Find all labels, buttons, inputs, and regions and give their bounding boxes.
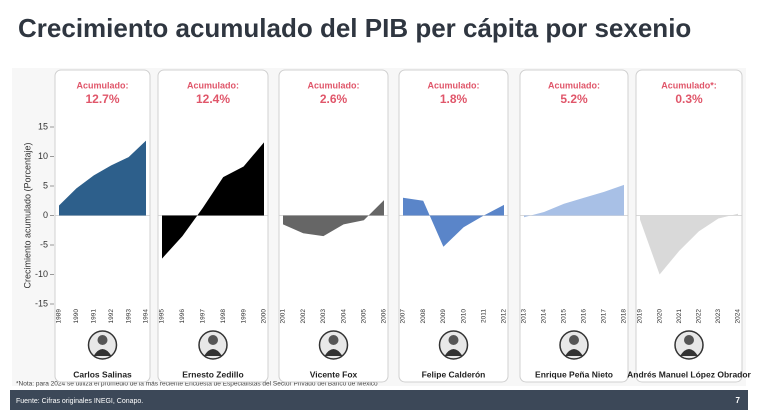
panel-subtitle: 12.4% <box>196 92 230 106</box>
portrait-body <box>565 349 583 356</box>
x-tick-label: 2007 <box>400 309 407 324</box>
panel-subtitle: 5.2% <box>560 92 588 106</box>
x-tick-label: 1990 <box>73 309 80 324</box>
portrait-body <box>680 349 698 356</box>
page-title: Crecimiento acumulado del PIB per cápita… <box>18 13 691 43</box>
panel-title: Acumulado: <box>307 80 359 90</box>
x-tick-label: 1995 <box>159 309 166 324</box>
portrait-body <box>324 349 343 356</box>
portrait-head <box>328 335 339 345</box>
panel-title: Acumulado*: <box>661 80 717 90</box>
x-tick-label: 1993 <box>125 309 132 324</box>
panel-title: Acumulado: <box>76 80 128 90</box>
x-tick-label: 2006 <box>381 309 388 324</box>
y-tick-label: -15 <box>35 298 48 308</box>
y-tick-label: 5 <box>43 180 48 190</box>
x-tick-label: 1997 <box>200 309 207 324</box>
portrait-body <box>444 349 463 356</box>
x-tick-label: 2017 <box>601 309 608 324</box>
y-tick-label: -5 <box>40 239 48 249</box>
area <box>59 140 146 216</box>
panel-subtitle: 0.3% <box>675 92 703 106</box>
x-tick-label: 2004 <box>340 309 347 324</box>
area <box>283 200 384 237</box>
x-tick-label: 2024 <box>735 309 742 324</box>
y-tick-label: 15 <box>38 121 48 131</box>
portrait-head <box>97 335 108 345</box>
panel <box>157 69 269 383</box>
x-tick-label: 2003 <box>320 309 327 324</box>
panel-title: Acumulado: <box>427 80 479 90</box>
x-tick-label: 2014 <box>541 309 548 324</box>
panel <box>54 69 151 383</box>
x-tick-label: 1998 <box>220 309 227 324</box>
note: *Nota: para 2024 se utiliza el promedio … <box>16 381 378 388</box>
area <box>162 142 264 259</box>
page-number: 7 <box>736 396 741 405</box>
x-tick-label: 2008 <box>420 309 427 324</box>
x-tick-label: 2012 <box>501 309 508 324</box>
area <box>640 213 738 275</box>
panel-title: Acumulado: <box>548 80 600 90</box>
portrait-body <box>204 349 222 356</box>
footer-bar <box>10 390 748 410</box>
x-tick-label: 1994 <box>143 309 150 324</box>
president-name: Ernesto Zedillo <box>182 369 243 379</box>
panel-subtitle: 1.8% <box>440 92 468 106</box>
area <box>403 197 504 247</box>
portrait-head <box>448 335 459 345</box>
president-name: Carlos Salinas <box>73 369 132 379</box>
x-tick-label: 2019 <box>637 309 644 324</box>
panel-subtitle: 2.6% <box>320 92 348 106</box>
y-tick-label: 10 <box>38 151 48 161</box>
president-name: Felipe Calderón <box>422 369 486 379</box>
x-tick-label: 1999 <box>240 309 247 324</box>
y-axis-label: Crecimiento acumulado (Porcentaje) <box>22 142 32 288</box>
president-name: Enrique Peña Nieto <box>535 369 613 379</box>
x-tick-label: 2002 <box>300 309 307 324</box>
x-tick-label: 1996 <box>179 309 186 324</box>
x-tick-label: 2005 <box>361 309 368 324</box>
x-tick-label: 2011 <box>481 309 488 323</box>
x-tick-label: 2010 <box>460 309 467 324</box>
x-tick-label: 2016 <box>581 309 588 324</box>
x-tick-label: 1989 <box>56 309 63 324</box>
portrait-body <box>93 349 112 356</box>
y-tick-label: -10 <box>35 269 48 279</box>
x-tick-label: 2001 <box>280 309 287 324</box>
portrait-head <box>684 335 694 345</box>
x-tick-label: 2018 <box>621 309 628 324</box>
y-tick-label: 0 <box>43 210 48 220</box>
source: Fuente: Cifras originales INEGI, Conapo. <box>16 398 143 405</box>
x-tick-label: 2000 <box>261 309 268 324</box>
x-tick-label: 1991 <box>91 309 98 324</box>
area <box>524 184 624 218</box>
x-tick-label: 2022 <box>696 309 703 324</box>
x-tick-label: 2020 <box>656 309 663 324</box>
portrait-head <box>569 335 579 345</box>
x-tick-label: 2009 <box>440 309 447 324</box>
x-tick-label: 1992 <box>108 309 115 324</box>
x-tick-label: 2015 <box>561 309 568 324</box>
panel-title: Acumulado: <box>187 80 239 90</box>
panel-subtitle: 12.7% <box>85 92 119 106</box>
president-name: Vicente Fox <box>310 369 358 379</box>
panel <box>519 69 629 383</box>
x-tick-label: 2021 <box>676 309 683 324</box>
x-tick-label: 2023 <box>715 309 722 324</box>
president-name: Andrés Manuel López Obrador <box>627 369 751 379</box>
portrait-head <box>208 335 218 345</box>
x-tick-label: 2013 <box>521 309 528 324</box>
